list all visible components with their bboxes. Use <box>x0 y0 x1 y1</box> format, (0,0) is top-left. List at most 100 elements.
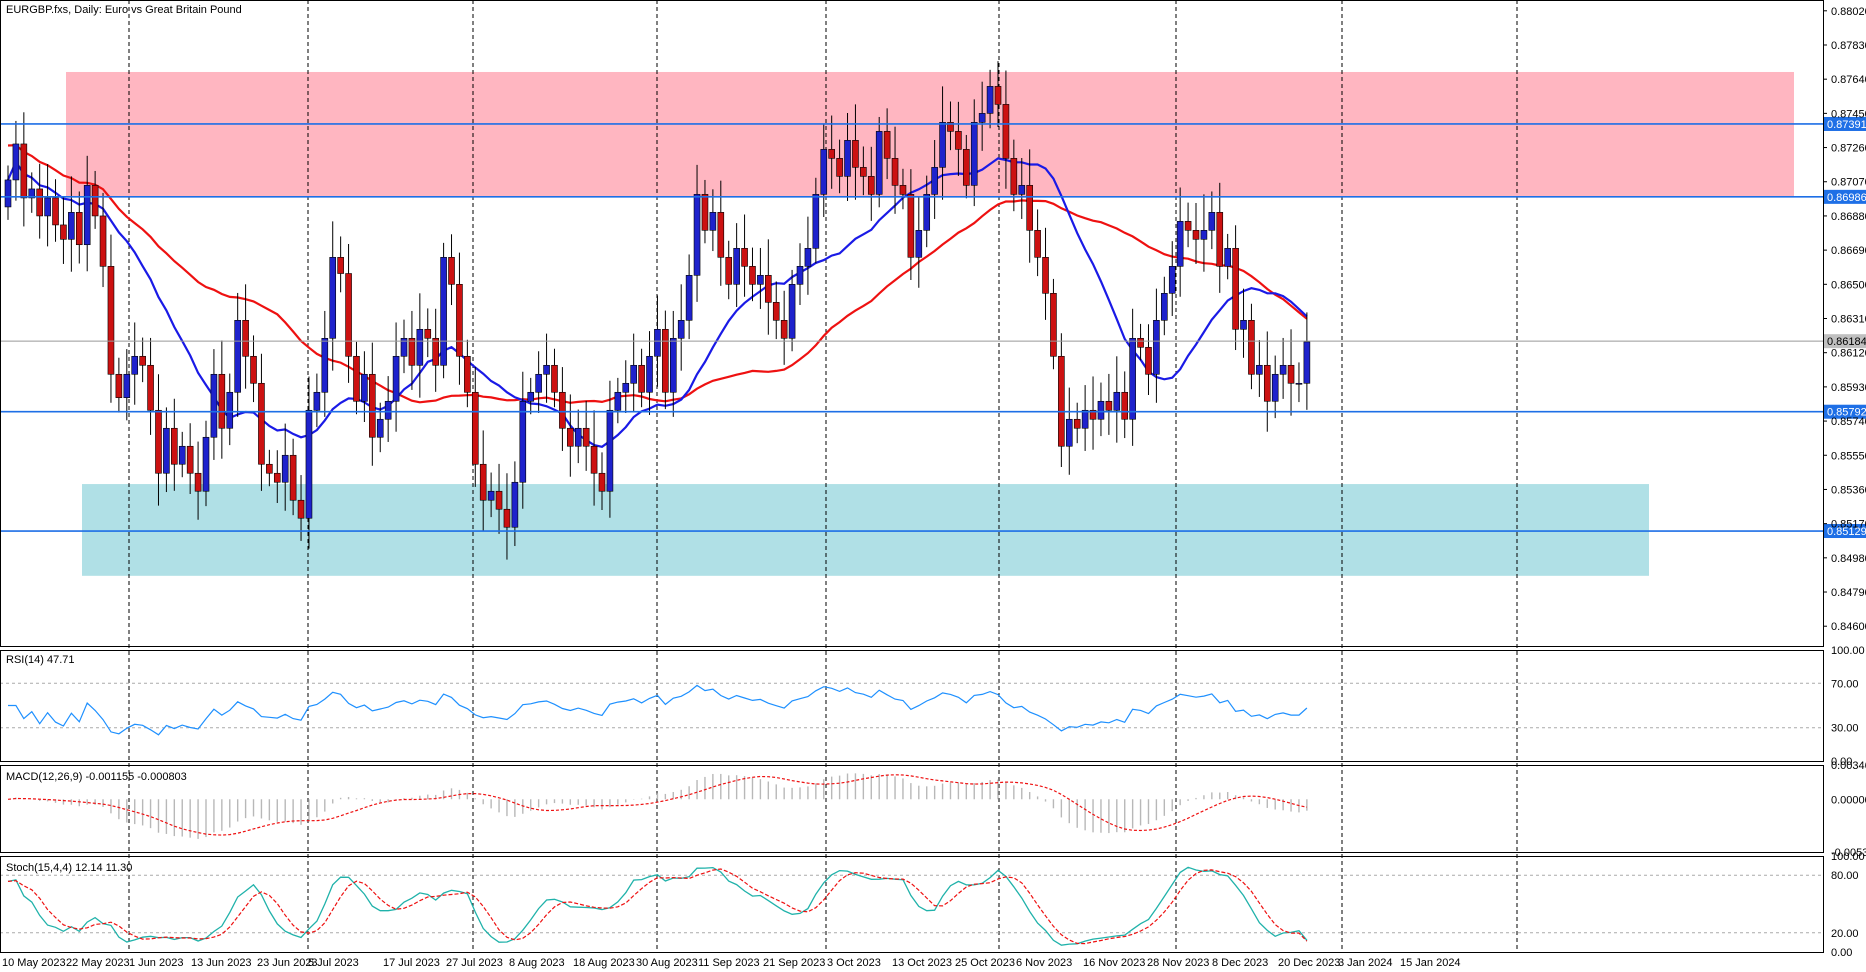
hline-tag-label-2: 0.85792 <box>1827 407 1866 419</box>
candle-body-127 <box>1010 158 1018 195</box>
macd-label: MACD(12,26,9) -0.001155 -0.000803 <box>6 771 187 783</box>
candle-body-106 <box>844 140 851 177</box>
candle-body-028 <box>226 391 234 429</box>
candle-body-018 <box>147 364 154 411</box>
candle-body-143 <box>1137 337 1144 348</box>
x-label-10: 30 Aug 2023 <box>636 957 698 969</box>
candle-body-083 <box>662 328 669 393</box>
candle-body-042 <box>337 257 344 274</box>
candles-layer[interactable] <box>4 61 1311 560</box>
zone-support <box>82 484 1649 576</box>
macd-tick-0: 0.003463 <box>1831 760 1866 772</box>
candle-body-146 <box>1161 293 1168 321</box>
chart-title: EURGBP.fxs, Daily: Euro vs Great Britain… <box>6 4 242 16</box>
panel-frame-3 <box>0 856 1824 953</box>
candle-body-135 <box>1073 418 1081 429</box>
x-label-22: 15 Jan 2024 <box>1400 957 1461 969</box>
candle-body-099 <box>788 284 796 339</box>
candle-body-059 <box>471 391 479 465</box>
candle-body-050 <box>400 337 408 357</box>
grid-layer <box>128 0 1518 952</box>
macd-signal-line <box>7 774 1308 836</box>
candle-body-060 <box>479 463 487 501</box>
candle-body-134 <box>1065 418 1073 447</box>
candle-body-158 <box>1256 364 1263 375</box>
candle-body-067 <box>535 373 542 393</box>
candle-body-090 <box>717 212 725 258</box>
x-label-20: 20 Dec 2023 <box>1278 957 1340 969</box>
candle-body-116 <box>923 194 931 231</box>
candle-body-031 <box>250 355 257 384</box>
candle-body-104 <box>828 149 835 159</box>
candle-body-045 <box>361 373 368 402</box>
candle-body-022 <box>178 445 186 465</box>
candle-body-062 <box>495 490 503 510</box>
candle-body-013 <box>107 266 115 375</box>
x-label-17: 16 Nov 2023 <box>1083 957 1145 969</box>
candle-body-007 <box>60 224 67 240</box>
candle-body-128 <box>1018 185 1026 195</box>
stoch-label: Stoch(15,4,4) 12.14 11.30 <box>6 862 132 874</box>
candle-body-035 <box>281 454 289 483</box>
candle-body-163 <box>1295 382 1303 385</box>
stoch-tick-1: 80.00 <box>1831 870 1859 882</box>
candle-body-111 <box>883 131 891 159</box>
candle-body-064 <box>511 481 519 528</box>
candle-body-148 <box>1176 221 1184 267</box>
candle-body-141 <box>1121 391 1129 420</box>
candle-body-153 <box>1216 212 1224 267</box>
candle-body-087 <box>693 194 701 276</box>
candle-body-000 <box>4 179 12 208</box>
candle-body-152 <box>1208 212 1216 231</box>
candle-body-125 <box>994 86 1002 105</box>
candle-body-132 <box>1050 293 1057 357</box>
price-tick-18: 0.84600 <box>1831 621 1866 633</box>
candle-body-068 <box>543 364 550 375</box>
candle-body-121 <box>963 149 970 186</box>
candle-body-017 <box>139 355 146 366</box>
candle-body-058 <box>464 355 471 393</box>
x-label-11: 11 Sep 2023 <box>698 957 760 969</box>
candle-body-120 <box>955 131 962 150</box>
candle-body-002 <box>20 143 28 199</box>
candle-body-056 <box>448 257 455 285</box>
candle-body-136 <box>1081 409 1089 429</box>
rsi-tick-1: 70.00 <box>1831 678 1859 690</box>
panel-frame-2 <box>0 765 1824 853</box>
candle-body-001 <box>12 143 20 181</box>
candle-body-115 <box>915 230 923 258</box>
candle-body-117 <box>931 167 938 195</box>
candle-body-139 <box>1105 400 1113 411</box>
candle-body-036 <box>289 454 297 501</box>
candle-body-088 <box>701 194 709 231</box>
candle-body-110 <box>875 131 883 195</box>
candle-body-063 <box>503 508 511 528</box>
stoch-signal-line <box>7 868 1308 945</box>
candle-body-054 <box>432 337 439 366</box>
candle-body-026 <box>210 373 218 438</box>
current-price-tag <box>1824 334 1866 349</box>
candle-body-122 <box>970 122 978 186</box>
x-label-0: 10 May 2023 <box>2 957 66 969</box>
candle-body-147 <box>1168 266 1176 294</box>
stoch-tick-3: 0.00 <box>1831 947 1852 959</box>
horizontal-lines-layer[interactable]: 0.87391 0.86986 0.85792 0.85129 0.86184 <box>0 116 1866 539</box>
candle-body-055 <box>440 257 447 366</box>
candle-body-150 <box>1192 230 1200 240</box>
x-label-21: 3 Jan 2024 <box>1338 957 1392 969</box>
hline-tag-label-3: 0.85129 <box>1827 526 1866 538</box>
candle-body-049 <box>392 355 400 402</box>
candle-body-066 <box>527 391 535 402</box>
candle-body-023 <box>186 445 194 474</box>
candle-body-085 <box>677 320 685 339</box>
candle-body-108 <box>860 167 867 177</box>
stoch-tick-2: 20.00 <box>1831 928 1859 940</box>
